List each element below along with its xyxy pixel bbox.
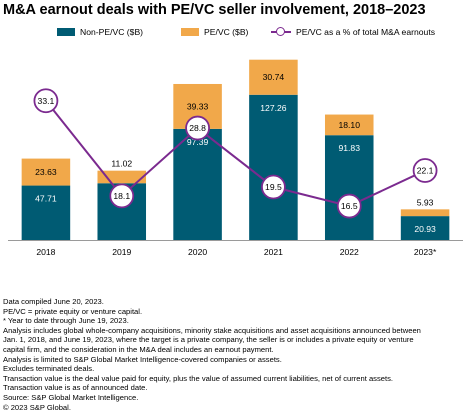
legend-label-pct: PE/VC as a % of total M&A earnouts [296,27,436,37]
footnote-line: Source: S&P Global Market Intelligence. [3,392,139,402]
pct-label: 33.1 [38,96,55,106]
chart-title: M&A earnout deals with PE/VC seller invo… [3,2,426,18]
pct-label: 28.8 [189,123,206,133]
footnote-line: Jan. 1, 2018, and June 19, 2023, where t… [3,335,414,345]
x-tick-label: 2018 [36,247,55,257]
footnote-line: Excludes terminated deals. [3,364,95,374]
data-label-non-pe: 97.39 [187,137,209,147]
data-label-pe: 30.74 [263,72,285,82]
data-label-pe: 39.33 [187,101,209,111]
pct-marker [412,158,438,183]
footnote-line: © 2023 S&P Global. [3,402,71,412]
pct-label: 19.5 [265,182,282,192]
footnote-line: capital firm, and the consideration in t… [3,344,274,354]
pct-marker [185,115,210,141]
footnotes: Data compiled June 20, 2023. PE/VC = priv… [3,297,465,412]
x-tick-label: 2020 [188,247,207,257]
x-tick-label: 2022 [340,247,359,257]
bar-non-pe [173,128,222,240]
legend-label-non-pe: Non-PE/VC ($B) [80,27,144,37]
bar-non-pe [21,185,71,240]
legend-swatch-non-pe [57,28,75,36]
chart-plot: 47.7123.63201849.7411.02201997.3939.3320… [8,59,463,257]
footnote-line: Transaction value is as of announced dat… [3,383,148,393]
pct-label: 18.1 [113,191,130,201]
pct-marker [336,193,362,219]
data-label-non-pe: 47.71 [35,194,57,204]
pct-marker [109,183,135,209]
footnote-line: Analysis is limited to S&P Global Market… [3,354,282,364]
bar-pe [324,114,374,136]
bar-pe [400,209,450,217]
legend-item-pct: PE/VC as a % of total M&A earnouts [271,27,435,37]
data-label-pe: 18.10 [338,120,360,130]
x-tick-label: 2019 [112,247,131,257]
legend-label-pe: PE/VC ($B) [204,27,249,37]
footnote-line: Analysis includes global whole-company a… [3,325,421,335]
bar-non-pe [400,216,450,240]
pct-label: 16.5 [341,201,358,211]
legend-item-pe: PE/VC ($B) [181,27,248,37]
bar-pe [249,59,298,95]
data-label-non-pe: 20.93 [414,224,436,234]
footnote-line: Transaction value is the deal value paid… [3,373,394,383]
pct-line [45,100,426,208]
data-label-pe: 5.93 [417,197,434,207]
footnote-line: * Year to date through June 19, 2023. [3,316,129,326]
footnote-line: PE/VC = private equity or venture capita… [3,306,143,316]
x-tick-label: 2021 [264,247,283,257]
pct-label: 22.1 [417,166,434,176]
data-label-non-pe: 127.26 [260,103,287,113]
legend-item-non-pe: Non-PE/VC ($B) [57,27,143,37]
legend-line-marker-icon [271,27,291,37]
data-label-pe: 11.02 [111,159,132,169]
legend: Non-PE/VC ($B) PE/VC ($B) PE/VC as a % o… [5,27,465,41]
bar-non-pe [249,94,298,240]
bar-pe [21,158,71,186]
pct-marker [261,174,286,200]
bar-non-pe [324,135,374,240]
footnote-line: Data compiled June 20, 2023. [3,297,104,306]
data-label-non-pe: 91.83 [338,143,360,153]
x-tick-label: 2023* [414,247,437,257]
data-label-pe: 23.63 [35,167,57,177]
pct-marker [33,88,59,114]
legend-swatch-pe [181,28,199,36]
